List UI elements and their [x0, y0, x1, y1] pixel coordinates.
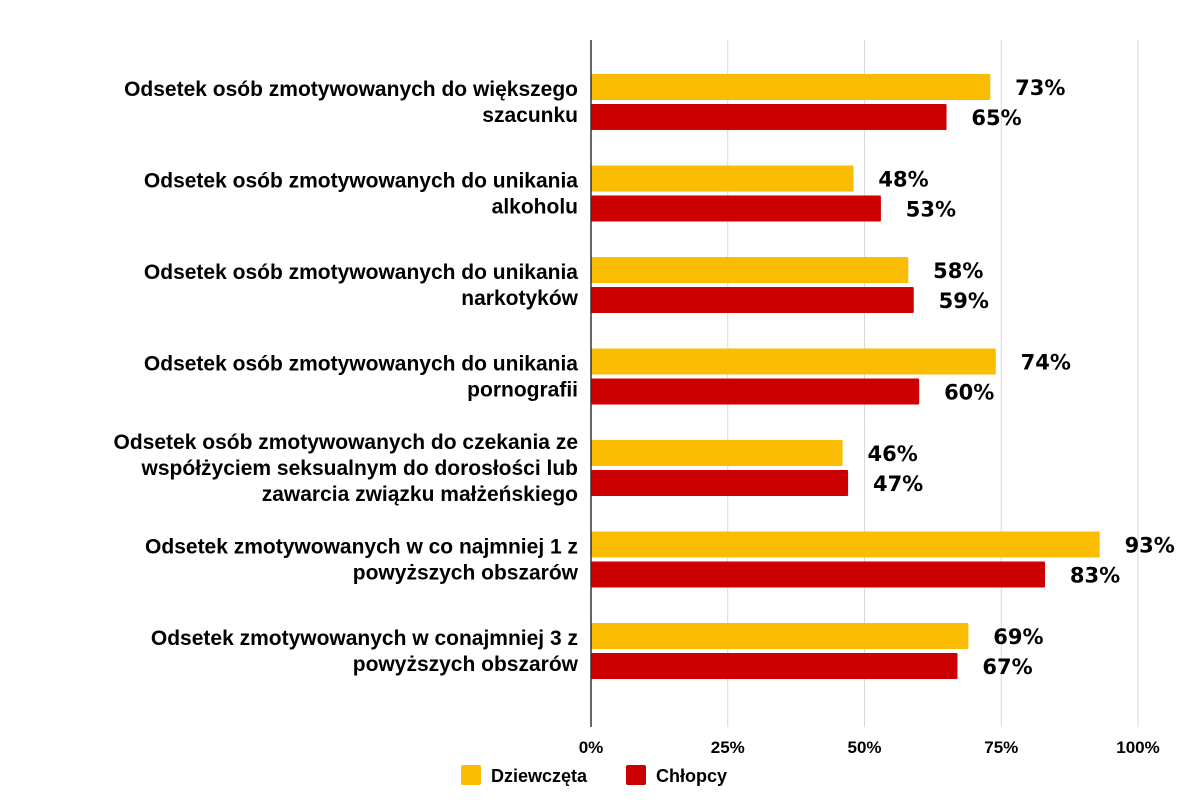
category-label: Odsetek osób zmotywowanych do większego s… [124, 78, 578, 127]
data-label: 48% [878, 168, 928, 192]
bar-dziewczeta [591, 74, 991, 100]
category-label-line: Odsetek osób zmotywowanych do czekania z… [114, 431, 578, 454]
data-label: 65% [971, 106, 1021, 130]
category-label: Odsetek zmotywowanych w co najmniej 1 z p… [145, 536, 579, 585]
category-label-line: powyższych obszarów [353, 562, 579, 585]
x-tick-label: 0% [579, 738, 604, 757]
bar-dziewczeta [591, 257, 909, 283]
data-label: 47% [873, 472, 923, 496]
category-label-line: narkotyków [461, 287, 578, 310]
x-tick-label: 100% [1116, 738, 1159, 757]
data-label: 59% [939, 289, 989, 313]
category-label-line: Odsetek osób zmotywowanych do unikania [144, 353, 578, 376]
data-label: 60% [944, 381, 994, 405]
category-label-line: Odsetek zmotywowanych w co najmniej 1 z [145, 536, 578, 559]
value-labels: 73% 65% 48% 53% 58% 59% 74% 60% 46% 47% 93%83% 69% 6… [867, 76, 1174, 679]
x-tick-label: 75% [984, 738, 1018, 757]
category-labels: Odsetek osób zmotywowanych do większego s… [114, 78, 579, 676]
category-label-line: powyższych obszarów [353, 653, 579, 676]
bar-chlopcy [591, 195, 881, 222]
bar-dziewczeta [591, 440, 843, 466]
data-label: 53% [906, 198, 956, 222]
bar-dziewczeta [591, 531, 1100, 558]
category-label: Odsetek zmotywowanych w conajmniej 3 z po… [151, 627, 579, 676]
category-label: Odsetek osób zmotywowanych do czekania z… [114, 431, 578, 506]
category-label-line: zawarcia związku małżeńskiego [262, 483, 578, 506]
x-axis-ticks: 0% 25% 50% 75% 100% [579, 738, 1160, 757]
data-label: 83% [1070, 564, 1120, 588]
bar-chlopcy [591, 104, 947, 130]
data-label: 74% [1021, 351, 1071, 375]
data-label: 69% [993, 625, 1043, 649]
bar-chlopcy [591, 653, 958, 679]
category-label-line: Odsetek osób zmotywowanych do unikania [144, 261, 578, 284]
data-label: 93% [1125, 534, 1175, 558]
category-label: Odsetek osób zmotywowanych do unikania al… [144, 170, 578, 219]
bar-dziewczeta [591, 623, 969, 649]
data-label: 73% [1015, 76, 1065, 100]
bar-dziewczeta [591, 165, 854, 192]
data-label: 46% [867, 442, 917, 466]
category-label-line: Odsetek zmotywowanych w conajmniej 3 z [151, 627, 578, 650]
data-label: 67% [982, 655, 1032, 679]
category-label-line: Odsetek osób zmotywowanych do unikania [144, 170, 578, 193]
bars [591, 74, 1100, 679]
category-label-line: Odsetek osób zmotywowanych do większego [124, 78, 578, 101]
category-label: Odsetek osób zmotywowanych do unikania na… [144, 261, 579, 310]
x-tick-label: 25% [711, 738, 745, 757]
category-label-line: współżyciem seksualnym do dorosłości lub [141, 457, 578, 480]
legend-label: Chłopcy [656, 766, 727, 786]
data-label: 58% [933, 259, 983, 283]
bar-chlopcy [591, 287, 914, 313]
bar-chlopcy [591, 561, 1046, 588]
legend-swatch [461, 765, 481, 785]
category-label: Odsetek osób zmotywowanych do unikania po… [144, 353, 578, 402]
category-label-line: pornografii [467, 379, 578, 402]
bar-chlopcy [591, 378, 920, 405]
category-label-line: szacunku [482, 104, 578, 127]
legend: Dziewczęta Chłopcy [461, 765, 727, 786]
legend-label: Dziewczęta [491, 766, 588, 786]
legend-swatch [626, 765, 646, 785]
category-label-line: alkoholu [492, 196, 578, 219]
bar-chlopcy [591, 470, 849, 496]
bar-dziewczeta [591, 348, 996, 375]
x-tick-label: 50% [847, 738, 881, 757]
